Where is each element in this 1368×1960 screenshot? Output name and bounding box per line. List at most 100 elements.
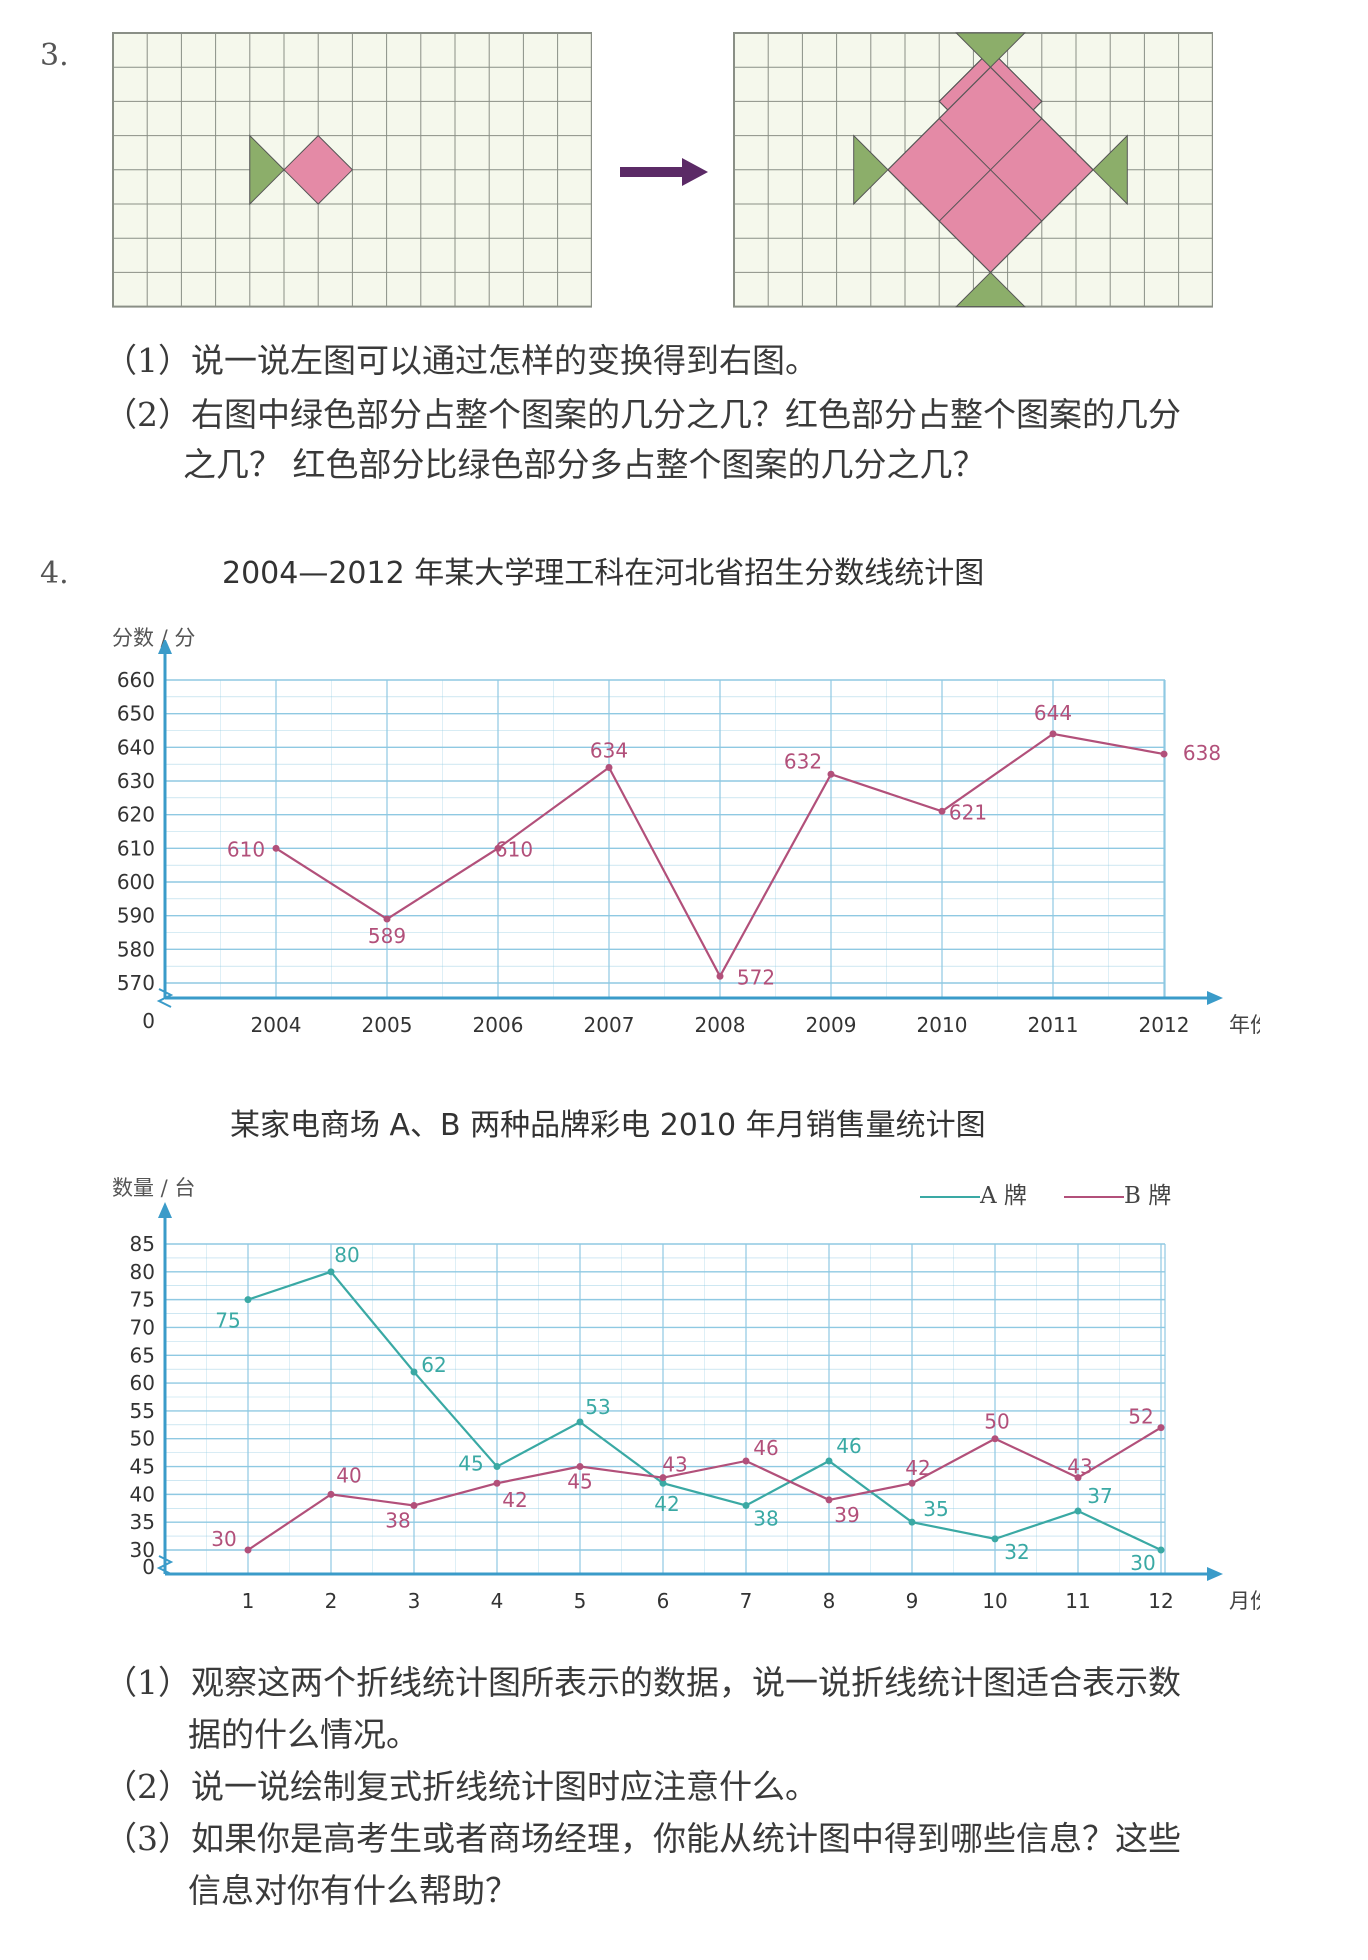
data-label: 46 — [753, 1436, 778, 1460]
data-label: 42 — [502, 1488, 527, 1512]
y-axis-arrow — [158, 640, 172, 654]
x-tick-label: 2009 — [806, 1013, 857, 1037]
right-grid-figure — [733, 32, 1213, 308]
data-point — [244, 1546, 252, 1554]
data-point — [659, 1474, 667, 1482]
series-line — [247, 1270, 1162, 1551]
x-axis-label: 年份 — [1229, 1013, 1260, 1037]
x-axis-arrow — [1207, 991, 1223, 1005]
data-label: 632 — [784, 749, 822, 773]
x-tick-label: 3 — [408, 1589, 421, 1613]
y-tick-label: 640 — [117, 735, 155, 759]
x-tick-label: 11 — [1065, 1589, 1090, 1613]
y-tick-label: 580 — [117, 937, 155, 961]
chart2-title: 某家电商场 A、B 两种品牌彩电 2010 年月销售量统计图 — [230, 1108, 986, 1143]
y-tick-label: 75 — [130, 1288, 155, 1312]
pink-square — [283, 134, 354, 205]
y-tick-label: 55 — [130, 1399, 155, 1423]
data-point — [908, 1479, 916, 1487]
x-axis-label: 月份 — [1229, 1589, 1260, 1613]
data-point — [1049, 730, 1057, 738]
question-3-number: 3. — [40, 38, 69, 73]
y-tick-label: 65 — [130, 1343, 155, 1367]
left-grid-figure — [112, 32, 592, 308]
x-axis-arrow — [1207, 1567, 1223, 1581]
x-tick-label: 2 — [325, 1589, 338, 1613]
q4-sub1-line2: 据的什么情况。 — [188, 1715, 419, 1754]
data-point — [1157, 1546, 1165, 1554]
q3-sub2-line2: 之几？ 红色部分比绿色部分多占整个图案的几分之几？ — [183, 445, 986, 484]
data-point — [327, 1268, 335, 1276]
x-tick-label: 2011 — [1028, 1013, 1079, 1037]
data-label: 45 — [567, 1470, 592, 1494]
data-point — [494, 844, 502, 852]
data-point — [659, 1479, 667, 1487]
data-point — [493, 1463, 501, 1471]
data-point — [327, 1490, 335, 1498]
y-tick-label: 45 — [130, 1455, 155, 1479]
y-tick-label: 660 — [117, 668, 155, 692]
legend-a-label: A 牌 — [980, 1183, 1027, 1209]
data-label: 52 — [1128, 1405, 1153, 1429]
question-4-number: 4. — [40, 556, 69, 591]
data-point — [272, 844, 280, 852]
y-tick-label: 570 — [117, 971, 155, 995]
chart2-ylabel: 数量 / 台 — [112, 1176, 196, 1200]
data-point — [908, 1518, 916, 1526]
legend-b-label: B 牌 — [1124, 1183, 1172, 1209]
x-tick-label: 1 — [242, 1589, 255, 1613]
data-label: 610 — [227, 837, 265, 861]
data-label: 37 — [1087, 1484, 1112, 1508]
q3-sub2-line1: （2）右图中绿色部分占整个图案的几分之几？红色部分占整个图案的几分 — [104, 395, 1181, 434]
q4-sub1-line1: （1）观察这两个折线统计图所表示的数据，说一说折线统计图适合表示数 — [104, 1663, 1181, 1702]
data-point — [605, 764, 613, 772]
green-triangle-bottom — [955, 271, 1026, 308]
data-point — [1157, 1424, 1165, 1432]
y-tick-label: 630 — [117, 769, 155, 793]
data-point — [716, 972, 724, 980]
data-point — [244, 1296, 252, 1304]
data-label: 43 — [1067, 1455, 1092, 1479]
data-label: 43 — [662, 1453, 687, 1477]
q4-sub3-line1: （3）如果你是高考生或者商场经理，你能从统计图中得到哪些信息？这些 — [104, 1819, 1181, 1858]
chart1-ylabel: 分数 / 分 — [112, 626, 196, 650]
data-label: 45 — [458, 1452, 483, 1476]
transform-arrow-icon — [620, 158, 708, 186]
data-point — [825, 1496, 833, 1504]
y-axis-arrow — [158, 1202, 172, 1218]
green-triangle — [249, 134, 285, 206]
chart1-title: 2004—2012 年某大学理工科在河北省招生分数线统计图 — [222, 556, 985, 591]
data-point — [1074, 1507, 1082, 1515]
x-tick-label: 2006 — [473, 1013, 524, 1037]
legend-a: A 牌 — [920, 1176, 1027, 1210]
data-label: 572 — [737, 965, 775, 989]
data-point — [576, 1418, 584, 1426]
data-label: 32 — [1004, 1540, 1029, 1564]
data-label: 50 — [984, 1410, 1009, 1434]
score-line-chart: 570 580 590 600 610 620 630 640 650 660 2004 2005 20… — [117, 640, 1260, 1037]
data-label: 638 — [1183, 741, 1221, 765]
legend-b: B 牌 — [1064, 1176, 1171, 1210]
green-triangle-left — [853, 134, 889, 206]
data-label: 621 — [949, 800, 987, 824]
diamond-divider — [938, 118, 1043, 222]
q4-sub2: （2）说一说绘制复式折线统计图时应注意什么。 — [104, 1767, 818, 1806]
data-point — [493, 1479, 501, 1487]
data-point — [991, 1535, 999, 1543]
y-tick-label: 650 — [117, 702, 155, 726]
data-point — [827, 770, 835, 778]
data-point — [825, 1457, 833, 1465]
axis-break — [156, 988, 174, 1008]
y-tick-label: 40 — [130, 1482, 155, 1506]
x-tick-label: 2008 — [695, 1013, 746, 1037]
data-point — [1160, 750, 1168, 758]
origin-label: 0 — [142, 1555, 155, 1579]
y-tick-label: 60 — [130, 1371, 155, 1395]
data-label: 35 — [923, 1497, 948, 1521]
x-tick-label: 5 — [574, 1589, 587, 1613]
y-tick-label: 80 — [130, 1260, 155, 1284]
data-label: 46 — [836, 1434, 861, 1458]
y-tick-label: 85 — [130, 1232, 155, 1256]
data-label: 75 — [215, 1309, 240, 1333]
